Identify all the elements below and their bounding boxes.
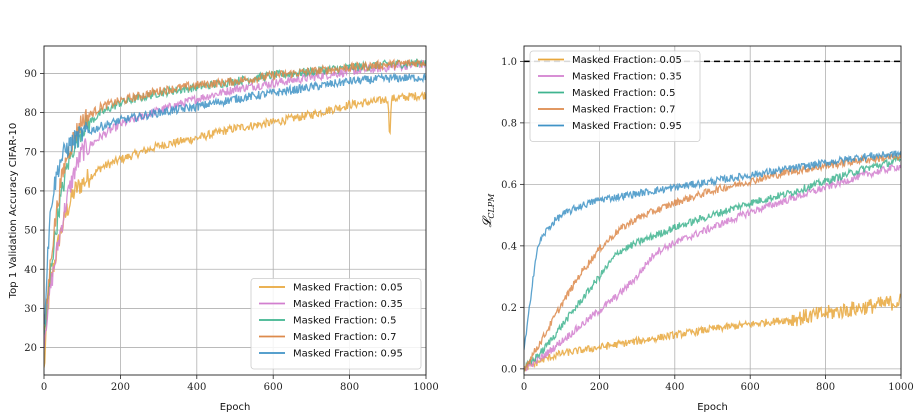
- y-tick-label: 30: [24, 304, 37, 315]
- legend: Masked Fraction: 0.05 Masked Fraction: 0.…: [529, 50, 701, 142]
- legend-box: [529, 50, 701, 142]
- plot-frame: [43, 45, 427, 376]
- x-tick-label: 1000: [413, 382, 438, 393]
- y-tick-label: 0.8: [501, 118, 517, 129]
- y-axis-label: 𝓛CLPM: [480, 193, 496, 228]
- legend-entry: Masked Fraction: 0.7: [572, 105, 675, 116]
- y-tick-label: 0.4: [501, 241, 517, 252]
- y-tick-label: 20: [24, 343, 37, 354]
- x-axis-label: Epoch: [697, 402, 728, 413]
- x-axis-label: Epoch: [220, 402, 251, 413]
- legend-entry: Masked Fraction: 0.7: [293, 332, 396, 343]
- x-tick-label: 0: [41, 382, 47, 393]
- legend-entry: Masked Fraction: 0.35: [572, 72, 682, 83]
- chart-accuracy: 0 200 400 600 800 1000 20 30 40 50 60 70 80 90 Epoch To…: [8, 45, 439, 413]
- y-tick-label: 1.0: [501, 57, 517, 68]
- series-line-3: [44, 58, 426, 331]
- x-tick-label: 400: [665, 382, 684, 393]
- series-line-0: [44, 91, 426, 368]
- x-tick-label: 200: [111, 382, 130, 393]
- x-tick-label: 600: [264, 382, 283, 393]
- y-tick-label: 0.6: [501, 180, 517, 191]
- legend-entry: Masked Fraction: 0.5: [293, 316, 396, 327]
- legend-entry: Masked Fraction: 0.95: [572, 121, 682, 132]
- series-line-1: [524, 163, 901, 372]
- legend-box: [250, 278, 422, 370]
- y-tick-label: 50: [24, 226, 37, 237]
- chart-clpm-loss: 0 200 400 600 800 1000 0.0 0.2 0.4 0.6 0.8 1.0 Epoch…: [480, 45, 914, 413]
- legend-entry: Masked Fraction: 0.05: [293, 283, 403, 294]
- x-tick-label: 200: [590, 382, 609, 393]
- y-tick-label: 40: [24, 265, 37, 276]
- x-tick-label: 800: [340, 382, 359, 393]
- x-tick-label: 600: [741, 382, 760, 393]
- y-tick-label: 70: [24, 147, 37, 158]
- x-tick-label: 1000: [888, 382, 913, 393]
- plot-frame: [523, 45, 902, 376]
- x-tick-label: 800: [816, 382, 835, 393]
- legend-entry: Masked Fraction: 0.95: [293, 349, 403, 360]
- y-tick-label: 80: [24, 108, 37, 119]
- y-tick-label: 0.2: [501, 303, 517, 314]
- series-line-4: [44, 72, 426, 325]
- y-tick-label: 0.0: [501, 364, 517, 375]
- x-tick-label: 0: [521, 382, 527, 393]
- legend-entry: Masked Fraction: 0.5: [572, 88, 675, 99]
- legend-entry: Masked Fraction: 0.35: [293, 299, 403, 310]
- series-line-0: [524, 293, 901, 373]
- y-tick-label: 60: [24, 186, 37, 197]
- series-line-3: [524, 153, 901, 372]
- series-line-4: [524, 150, 901, 350]
- y-axis-label: Top 1 Validation Accuracy CIFAR-10: [8, 123, 19, 299]
- legend-entry: Masked Fraction: 0.05: [572, 55, 682, 66]
- series-line-2: [524, 155, 901, 371]
- legend: Masked Fraction: 0.05 Masked Fraction: 0.…: [250, 278, 422, 370]
- y-tick-label: 90: [24, 69, 37, 80]
- x-tick-label: 400: [187, 382, 206, 393]
